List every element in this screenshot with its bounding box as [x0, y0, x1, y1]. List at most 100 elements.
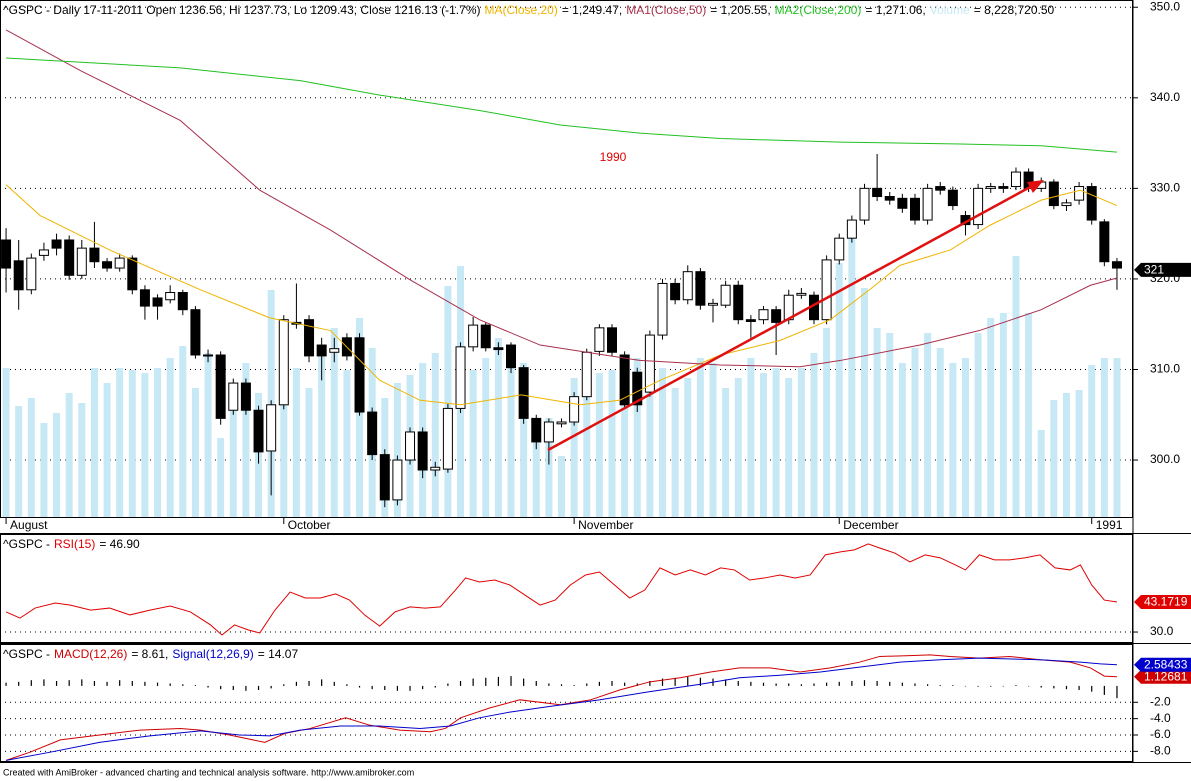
histogram-bar	[800, 684, 802, 686]
histogram-bar	[901, 682, 903, 686]
last-value-label: 43.1719	[1144, 595, 1188, 609]
candle-body	[569, 396, 580, 423]
candle-body	[657, 282, 668, 336]
volume-bar	[545, 418, 553, 518]
histogram-bar	[485, 677, 487, 686]
candle-body	[430, 466, 441, 471]
volume-bar	[494, 338, 502, 518]
volume-bar	[27, 398, 35, 518]
last-value-label: 1.12681	[1144, 669, 1188, 683]
last-value-box	[1134, 262, 1191, 277]
volume-bar	[608, 370, 616, 518]
candle-body	[240, 382, 251, 411]
histogram-bar	[409, 685, 411, 691]
volume-bar	[772, 368, 780, 518]
candle-body	[581, 351, 592, 398]
volume-bar	[103, 383, 111, 518]
trend-arrow	[1027, 180, 1044, 193]
pane-title-text: ^GSPC -	[3, 537, 50, 551]
histogram-bar	[927, 684, 929, 686]
candle-body	[821, 259, 832, 321]
volume-bar	[65, 393, 73, 518]
histogram-bar	[1065, 685, 1068, 690]
candle-body	[556, 421, 567, 425]
legend-value: = 1,249.47,	[562, 3, 622, 17]
candle-body	[796, 292, 807, 296]
candle-body	[506, 344, 517, 369]
legend-value: = 1,205.55,	[710, 3, 770, 17]
volume-bar	[53, 413, 61, 518]
histogram-bar	[459, 681, 462, 686]
volume-bar	[469, 370, 477, 518]
candle-body	[480, 324, 491, 349]
candle-body	[922, 187, 933, 221]
series-line	[5, 184, 1118, 406]
candle-body	[745, 319, 756, 322]
candle-body	[367, 411, 378, 456]
legend-value: = 1,271.06,	[865, 3, 925, 17]
histogram-bar	[725, 679, 727, 686]
candle-body	[682, 271, 693, 301]
histogram-bar	[510, 676, 512, 686]
histogram-bar	[914, 683, 916, 686]
volume-bar	[734, 378, 742, 518]
candle-body	[304, 319, 315, 357]
histogram-bar	[750, 681, 752, 686]
pane-title-text: ^GSPC - Daily 17-11-2011 Open 1236.56, H…	[3, 3, 480, 17]
candle-body	[51, 239, 62, 249]
histogram-bar	[283, 684, 285, 686]
legend-name: RSI(15)	[54, 537, 95, 551]
legend-name: MA2(Close,200)	[775, 3, 862, 17]
candle-body	[165, 292, 176, 301]
histogram-bar	[838, 681, 840, 686]
volume-bar	[633, 358, 641, 518]
pane-title-text: ^GSPC -	[3, 647, 50, 661]
candle-body	[909, 197, 920, 221]
candle-body	[203, 354, 214, 357]
histogram-bar	[358, 685, 361, 688]
volume-bar	[90, 368, 98, 518]
histogram-bar	[333, 681, 335, 686]
volume-bar	[444, 286, 452, 518]
candle-body	[379, 454, 390, 501]
candle-body	[442, 407, 453, 470]
histogram-bar	[762, 682, 765, 686]
candle-body	[632, 371, 643, 406]
volume-bar	[696, 358, 704, 518]
histogram-bar	[346, 684, 348, 686]
candle-body	[884, 196, 895, 201]
candle-body	[455, 346, 466, 409]
candle-body	[1061, 202, 1072, 207]
last-value-box	[1134, 594, 1191, 609]
candle-body	[468, 324, 479, 348]
pane-title: ^GSPC - MACD(12,26) = 8.61, Signal(12,26,9)…	[3, 647, 298, 661]
last-value-label: 321	[1144, 263, 1164, 277]
volume-bar	[520, 363, 528, 518]
legend-name: Volume	[930, 3, 970, 17]
y-tick-label: -6.0	[1150, 727, 1171, 741]
histogram-bar	[573, 685, 575, 686]
candle-body	[114, 257, 125, 269]
histogram-bar	[434, 685, 436, 688]
histogram-bar	[232, 685, 234, 690]
histogram-bar	[1053, 685, 1055, 689]
volume-bar	[595, 373, 603, 518]
candle-body	[1099, 221, 1110, 263]
candle-body	[139, 289, 150, 307]
histogram-bar	[611, 681, 613, 686]
histogram-bar	[384, 685, 386, 690]
volume-bar	[759, 373, 767, 518]
histogram-bar	[257, 685, 260, 690]
trend-line	[547, 184, 1033, 452]
histogram-bar	[826, 682, 828, 686]
volume-bar	[886, 333, 894, 518]
volume-bar	[393, 383, 401, 518]
candle-body	[64, 239, 75, 276]
histogram-bar	[586, 683, 588, 686]
pane-title: ^GSPC - Daily 17-11-2011 Open 1236.56, H…	[3, 3, 1055, 17]
candle-body	[1048, 181, 1059, 207]
candle-body	[935, 186, 946, 191]
histogram-bar	[131, 681, 133, 686]
